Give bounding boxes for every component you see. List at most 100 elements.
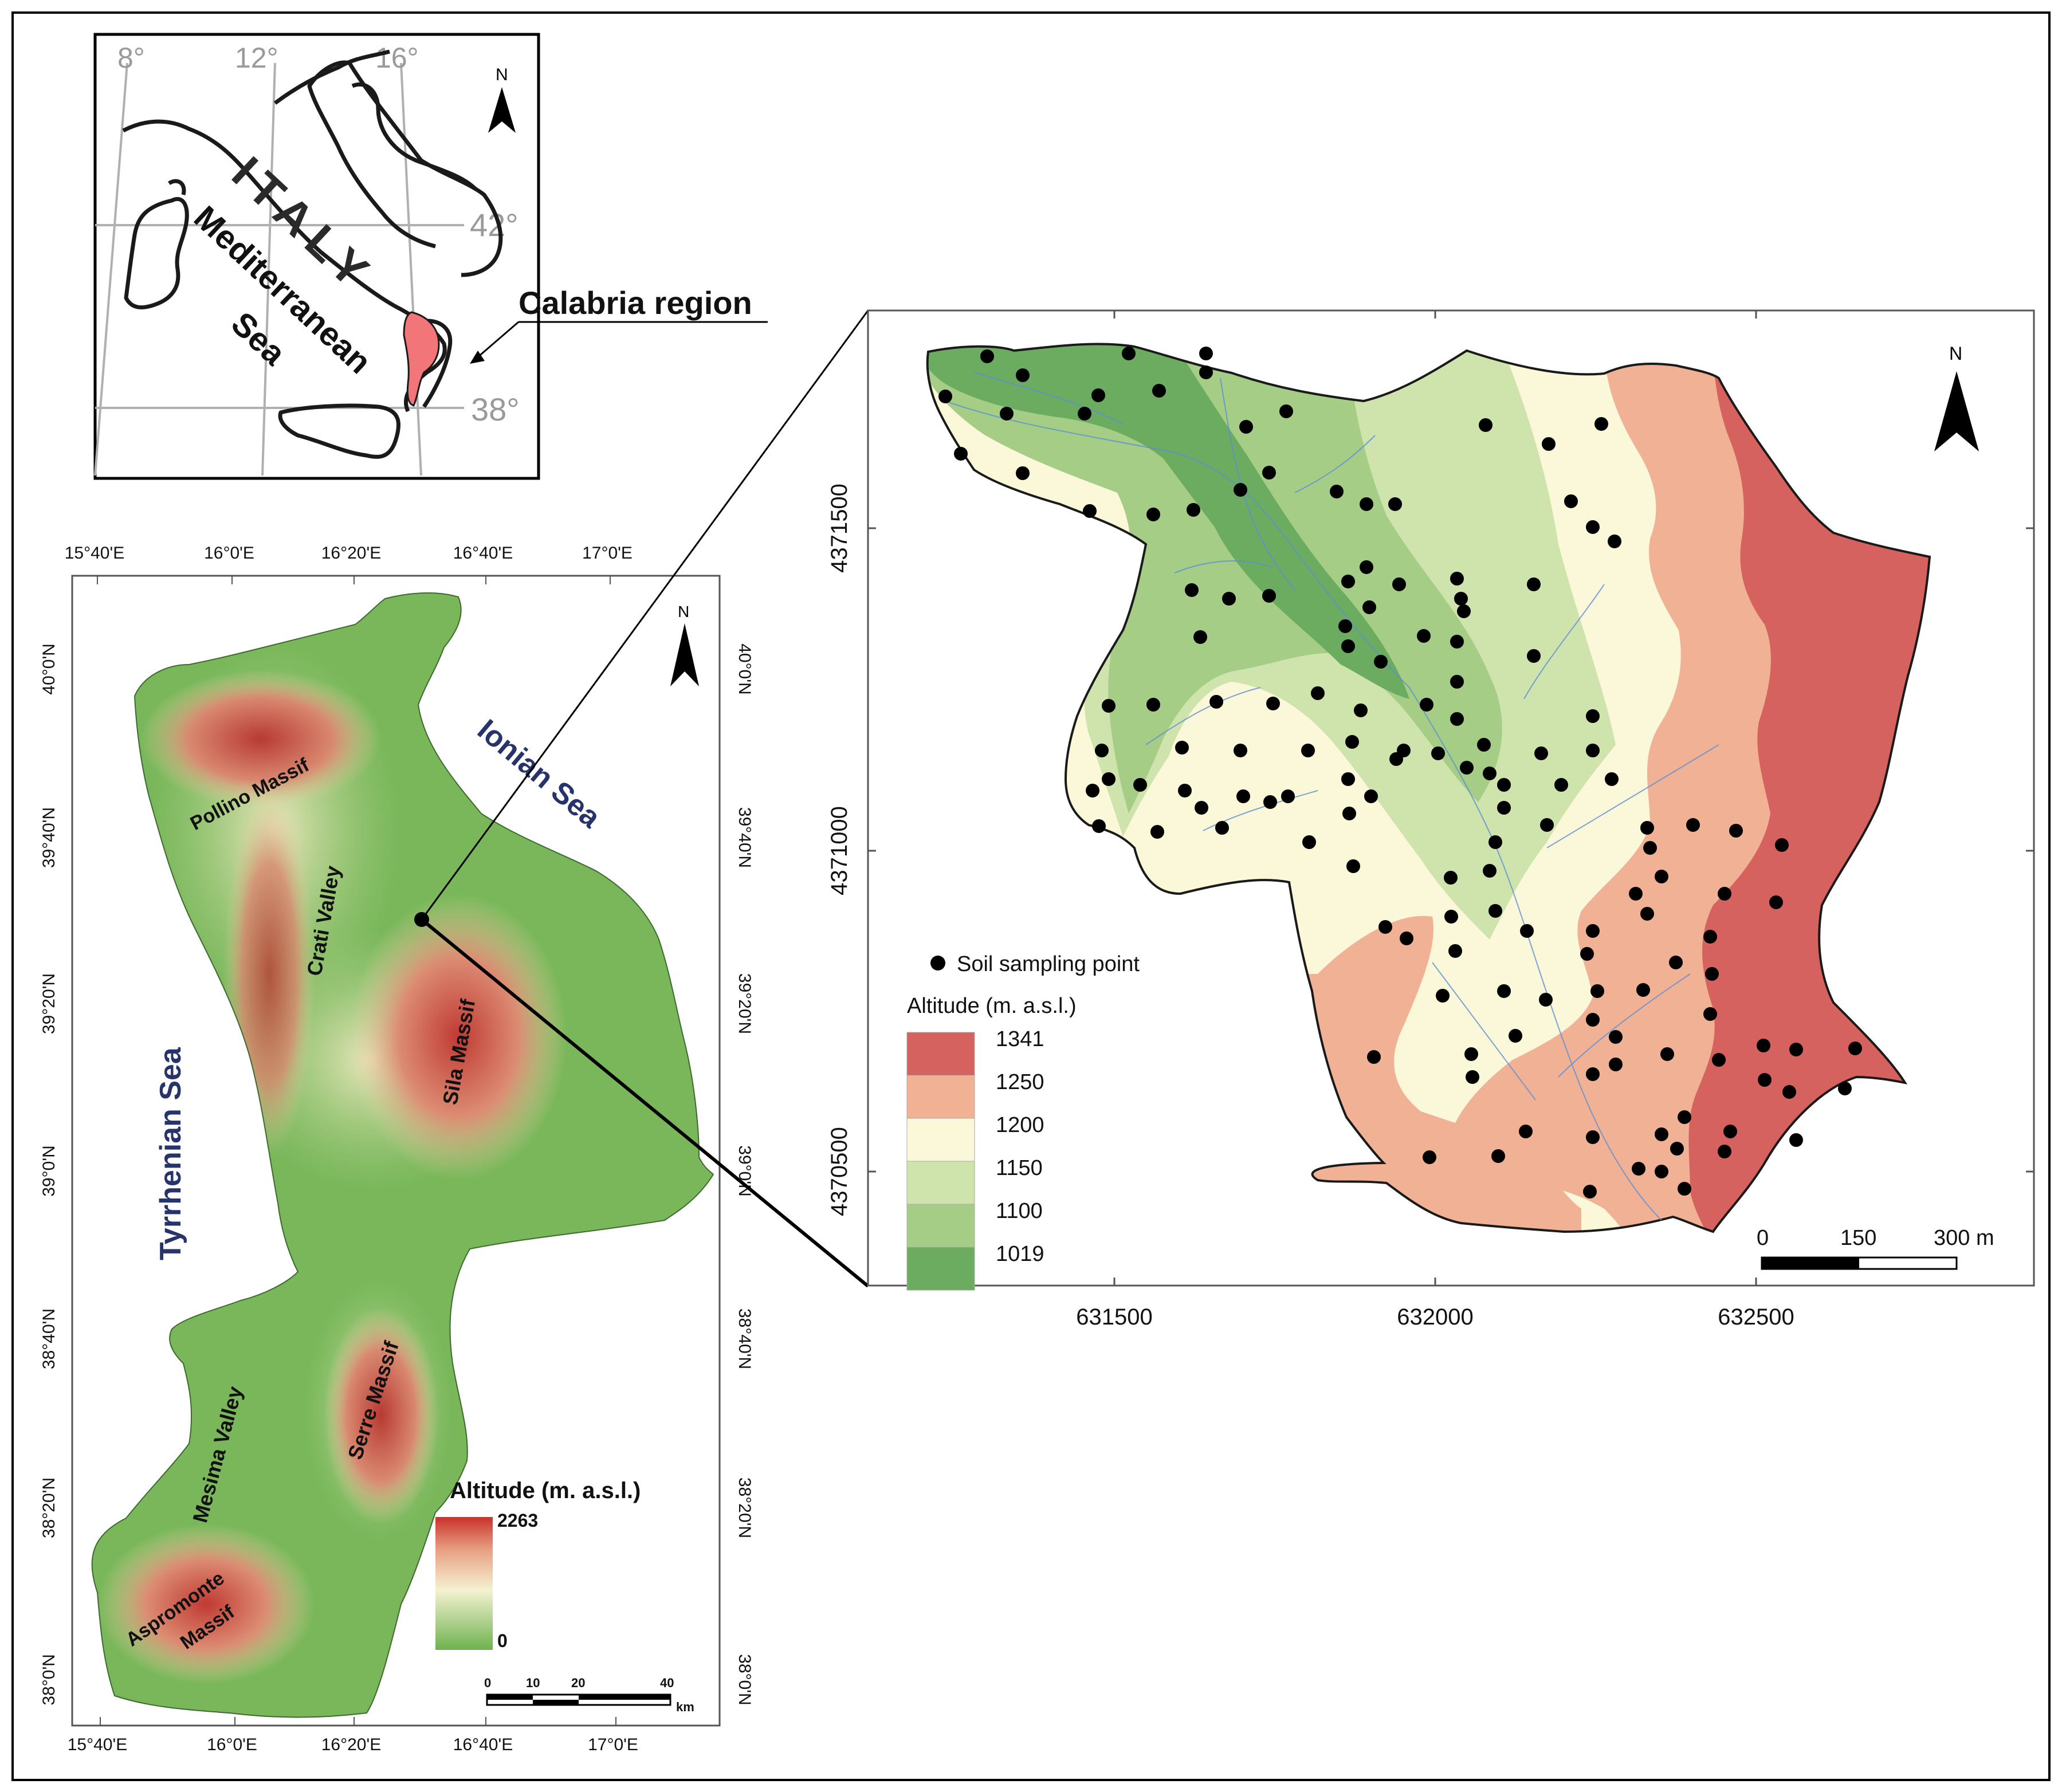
inset-region-arrowhead: [470, 351, 485, 364]
calabria-scale-label-0: 0: [484, 1676, 491, 1690]
study-scale-bar: 0 150 300 m: [1757, 1226, 1994, 1270]
sampling-point: [1346, 859, 1360, 873]
sampling-point: [1757, 1039, 1770, 1052]
calabria-right-tick-6: 38°0'N: [735, 1654, 754, 1705]
sampling-point: [1342, 807, 1356, 820]
sampling-point: [938, 390, 952, 403]
sampling-point: [1454, 592, 1468, 606]
sampling-point: [1640, 907, 1654, 921]
study-y-tick-1: 4371000: [827, 806, 852, 895]
sampling-point: [1448, 944, 1462, 958]
sampling-point: [1420, 698, 1433, 712]
relief-serre: [324, 1306, 438, 1524]
study-area-map: 631500 632000 632500 4371500 4371000 4370500…: [827, 309, 2035, 1330]
study-scale-label-1: 150: [1840, 1226, 1876, 1250]
sampling-point: [1374, 655, 1388, 669]
sampling-point: [1520, 924, 1534, 938]
sampling-point: [1789, 1133, 1803, 1147]
sampling-point: [1266, 697, 1280, 710]
sampling-point: [1199, 366, 1213, 379]
sampling-point: [1729, 824, 1743, 838]
sampling-point: [1655, 1127, 1668, 1141]
sampling-point: [1483, 864, 1497, 878]
sampling-point: [1491, 1149, 1505, 1163]
calabria-scale-label-3: 40: [660, 1676, 674, 1690]
sampling-point: [1444, 910, 1458, 923]
sampling-point: [1236, 789, 1250, 803]
calabria-left-tick-3: 39°0'N: [40, 1145, 58, 1196]
sampling-point: [1609, 1058, 1623, 1071]
sampling-point: [1483, 767, 1497, 780]
study-scale-label-2: 300 m: [1934, 1226, 1994, 1250]
relief-sila: [349, 894, 567, 1180]
sampling-point: [1497, 778, 1511, 792]
study-y-tick-0: 4371500: [827, 484, 852, 573]
sampling-point: [980, 349, 994, 363]
sampling-point: [1338, 619, 1352, 633]
sampling-point: [1769, 895, 1783, 909]
sampling-point: [1092, 819, 1106, 833]
sampling-point: [1091, 388, 1105, 402]
study-legend-label-0: 1341: [996, 1027, 1044, 1051]
study-north-arrow: N: [1934, 343, 1979, 451]
sampling-point: [1718, 1145, 1731, 1158]
calabria-scale-unit: km: [676, 1700, 694, 1714]
sampling-point: [1239, 420, 1253, 434]
sampling-point: [1000, 407, 1014, 421]
sampling-point: [1378, 920, 1392, 934]
connector-line-top: [421, 310, 869, 920]
sampling-point: [1362, 600, 1376, 614]
sampling-point: [1586, 744, 1600, 757]
calabria-bottom-tick-3: 16°40'E: [453, 1735, 513, 1754]
sampling-point: [1301, 744, 1315, 757]
study-scale-label-0: 0: [1757, 1226, 1769, 1250]
sampling-point: [1519, 1125, 1533, 1138]
sampling-point: [1703, 1007, 1717, 1021]
sampling-point: [1122, 347, 1136, 360]
drainage-network: [945, 372, 1719, 1221]
sampling-point: [1016, 368, 1030, 382]
study-legend-label-3: 1150: [996, 1156, 1043, 1180]
sampling-point: [1586, 709, 1600, 723]
calabria-right-tick-1: 39°40'N: [735, 807, 754, 868]
sampling-points: [938, 347, 1862, 1198]
sampling-point: [1782, 1085, 1796, 1099]
sampling-point: [1302, 835, 1316, 849]
inset-north-letter: N: [496, 65, 508, 84]
inset-north-arrow: N: [488, 65, 516, 133]
sampling-point: [1423, 1150, 1436, 1164]
calabria-left-tick-1: 39°40'N: [40, 807, 58, 868]
sampling-point: [1146, 698, 1160, 712]
sampling-point: [1586, 1130, 1600, 1144]
calabria-right-tick-5: 38°20'N: [735, 1477, 754, 1538]
sampling-point: [1632, 1162, 1645, 1176]
calabria-bottom-ticks: 15°40'E 16°0'E 16°20'E 16°40'E 17°0'E: [68, 1717, 638, 1754]
study-legend-swatch-3: [906, 1161, 975, 1205]
sampling-point: [1586, 1067, 1600, 1081]
calabria-left-tick-5: 38°20'N: [40, 1477, 58, 1538]
sampling-point: [1527, 649, 1541, 663]
sampling-point: [1466, 1070, 1479, 1084]
sampling-point: [1262, 589, 1276, 603]
sampling-point: [1497, 801, 1511, 815]
inset-lon-label-1: 12°: [235, 42, 278, 74]
sampling-point: [1655, 870, 1668, 883]
calabria-legend-max: 2263: [497, 1510, 538, 1531]
sampling-point: [1775, 838, 1789, 852]
sampling-point: [1488, 835, 1502, 849]
study-band-green-dark: [927, 344, 1409, 699]
calabria-right-tick-0: 40°0'N: [735, 643, 754, 694]
sampling-point: [1341, 575, 1355, 588]
inset-graticule: [94, 62, 464, 476]
sampling-point: [1450, 712, 1464, 726]
calabria-right-ticks: 40°0'N39°40'N39°20'N39°0'N38°40'N38°20'N…: [735, 643, 754, 1705]
inset-region-pointer: [476, 321, 519, 359]
sampling-point: [1341, 772, 1355, 786]
sampling-point: [1670, 1142, 1684, 1156]
sampling-point: [1281, 789, 1295, 803]
sampling-point: [1175, 741, 1189, 754]
calabria-left-tick-4: 38°40'N: [40, 1308, 58, 1369]
sampling-point: [1705, 967, 1719, 981]
study-legend-swatch-0: [906, 1032, 975, 1076]
sampling-point: [1330, 485, 1344, 498]
